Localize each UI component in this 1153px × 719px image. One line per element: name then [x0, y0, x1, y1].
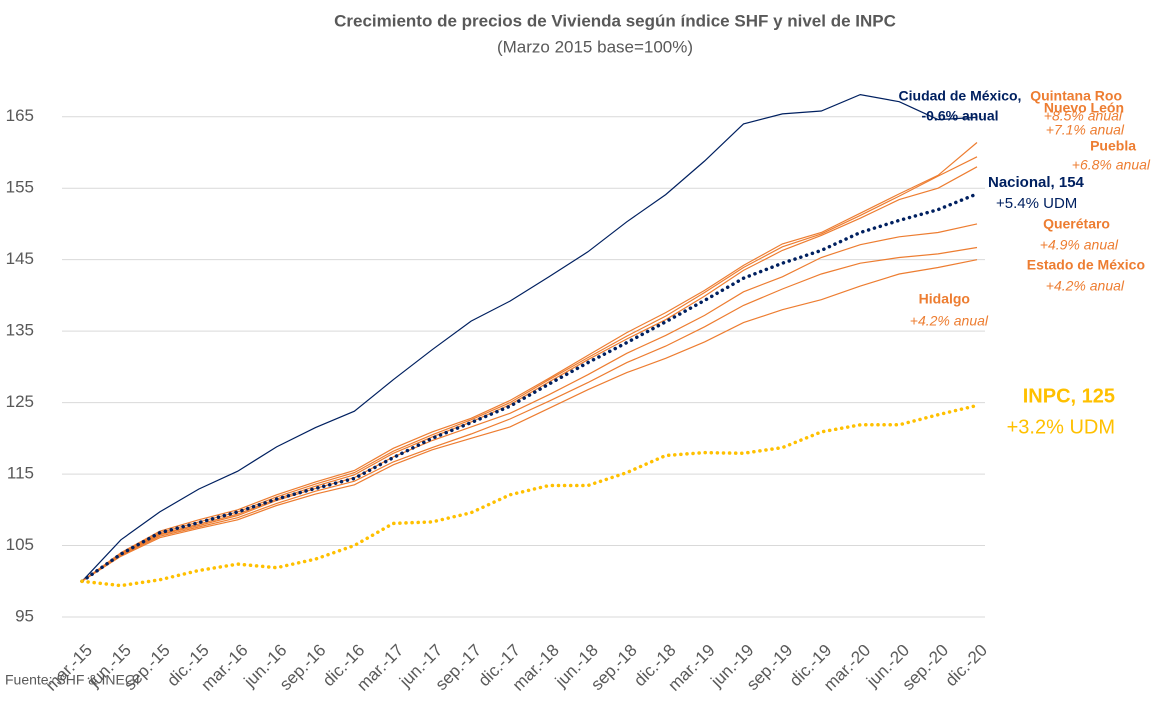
y-tick-label: 145	[6, 249, 34, 268]
annotation: Quintana Roo	[1030, 88, 1122, 104]
y-tick-label: 155	[6, 178, 34, 197]
series-line	[81, 93, 978, 582]
annotation: +5.4% UDM	[996, 195, 1077, 212]
annotation: INPC, 125	[1023, 385, 1115, 407]
annotation: Puebla	[1090, 138, 1136, 154]
chart-title: Crecimiento de precios de Vivienda según…	[334, 11, 896, 30]
series-line	[81, 156, 978, 582]
annotation: Querétaro	[1043, 216, 1110, 232]
annotation: +3.2% UDM	[1007, 416, 1115, 438]
annotation: Nuevo León	[1044, 100, 1124, 116]
annotation: Hidalgo	[919, 291, 970, 307]
annotation: +8.5% anual	[1044, 108, 1123, 124]
y-tick-label: 115	[7, 464, 34, 483]
series-line	[81, 246, 978, 582]
annotation: Ciudad de México,	[899, 88, 1022, 104]
x-tick-label: dic.-20	[941, 641, 991, 691]
series-line	[80, 192, 979, 584]
y-tick-label: 105	[6, 535, 34, 554]
annotation: +4.2% anual	[910, 313, 989, 329]
annotation: Nacional, 154	[988, 174, 1085, 191]
annotation: +7.1% anual	[1046, 122, 1125, 138]
annotation: -0.6% anual	[921, 108, 998, 124]
annotation: +6.8% anual	[1072, 157, 1151, 173]
y-tick-label: 165	[6, 106, 34, 125]
annotation: +4.2% anual	[1046, 278, 1125, 294]
series-line	[81, 142, 978, 582]
source: Fuente: SHF & INEGI	[5, 672, 140, 688]
y-tick-label: 95	[15, 606, 34, 625]
y-tick-label: 125	[6, 392, 34, 411]
series-line	[81, 223, 978, 582]
annotation: Estado de México	[1027, 257, 1145, 273]
series-line	[81, 259, 978, 582]
series-line	[81, 166, 978, 582]
y-tick-label: 135	[6, 321, 34, 340]
annotation: +4.9% anual	[1040, 237, 1119, 253]
chart-subtitle: (Marzo 2015 base=100%)	[497, 37, 693, 56]
series-line	[80, 403, 979, 588]
